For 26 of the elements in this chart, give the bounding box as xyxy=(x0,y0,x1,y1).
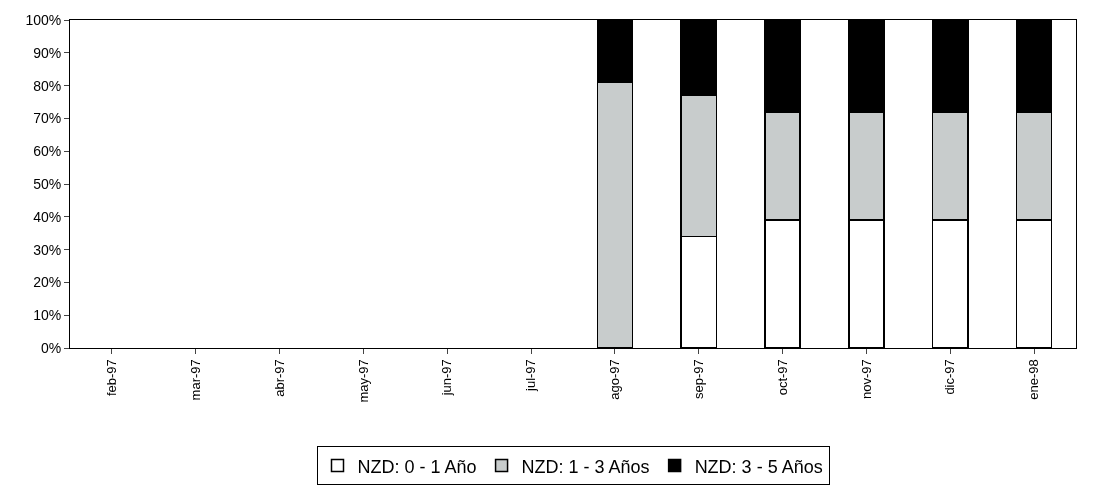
x-tick-label: abr-97 xyxy=(271,359,287,397)
legend-label: NZD: 1 - 3 Años xyxy=(521,456,650,477)
x-tick-label: jul-97 xyxy=(523,359,539,392)
x-tick-label: nov-97 xyxy=(858,359,874,399)
x-tick-label: dic-97 xyxy=(942,359,958,395)
y-tick-label: 10% xyxy=(33,307,62,324)
x-tick-label: mar-97 xyxy=(187,359,203,401)
x-tick-label: sep-97 xyxy=(690,359,706,399)
x-tick-label: jun-97 xyxy=(439,359,455,397)
y-tick-label: 100% xyxy=(25,11,62,28)
y-tick-label: 60% xyxy=(33,143,62,160)
y-tick-label: 0% xyxy=(40,339,62,356)
y-tick-label: 20% xyxy=(33,274,62,291)
x-tick-label: ago-97 xyxy=(607,359,623,400)
y-tick-label: 50% xyxy=(33,175,62,192)
x-tick-label: oct-97 xyxy=(774,359,790,396)
y-tick-label: 80% xyxy=(33,77,62,94)
x-tick-label: may-97 xyxy=(355,359,371,403)
x-tick-label: feb-97 xyxy=(104,359,120,397)
x-tick-label: ene-98 xyxy=(1026,359,1042,400)
y-tick-label: 30% xyxy=(33,241,62,258)
legend-label: NZD: 0 - 1 Año xyxy=(357,456,477,477)
y-tick-label: 70% xyxy=(33,110,62,127)
y-tick-label: 90% xyxy=(33,44,62,61)
legend-label: NZD: 3 - 5 Años xyxy=(694,456,823,477)
y-tick-label: 40% xyxy=(33,208,62,225)
